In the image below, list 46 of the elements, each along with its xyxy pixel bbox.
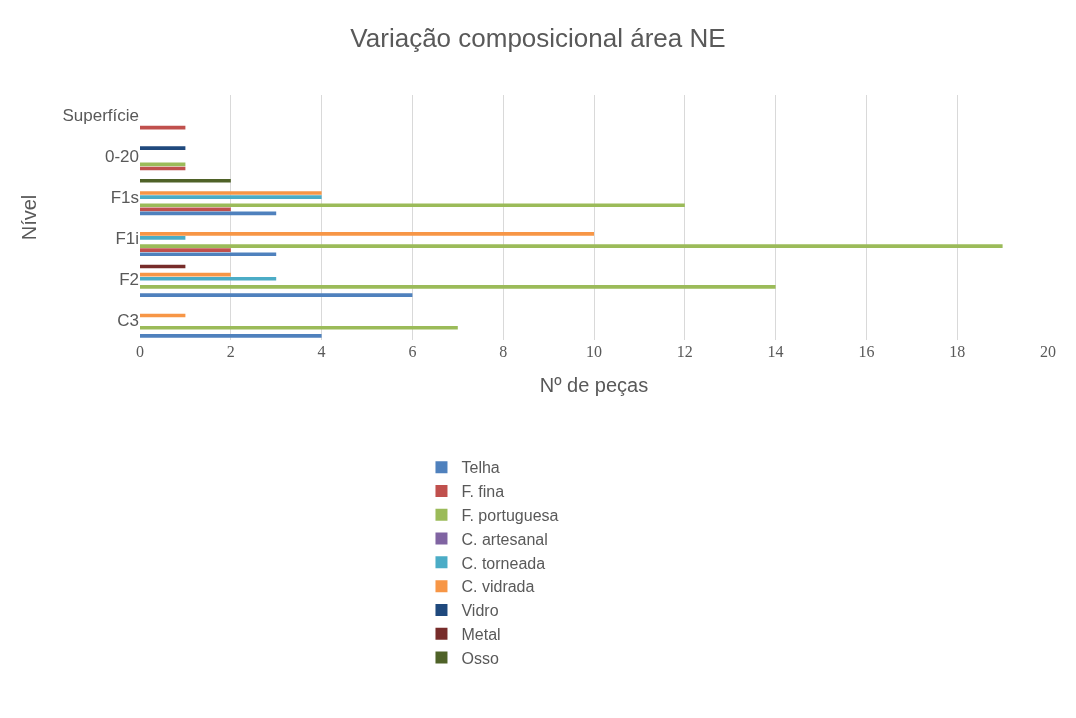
x-tick-label: 18 xyxy=(949,343,966,360)
bar xyxy=(140,178,231,183)
x-tick-label: 10 xyxy=(586,343,602,360)
legend-label: F. fina xyxy=(461,483,505,501)
bar xyxy=(140,285,776,289)
bar xyxy=(140,276,277,281)
x-tick-label: 6 xyxy=(408,343,417,360)
x-tick-label: 4 xyxy=(317,343,326,360)
bar xyxy=(140,248,231,252)
bar xyxy=(140,334,322,338)
x-tick-label: 14 xyxy=(767,343,784,360)
legend-label: C. vidrada xyxy=(461,578,535,596)
legend-label: F. portuguesa xyxy=(461,506,559,524)
bar xyxy=(140,293,413,297)
x-tick-label: 12 xyxy=(676,343,693,360)
y-tick-label: Superfície xyxy=(62,106,139,126)
bar xyxy=(140,232,594,236)
legend-label: C. torneada xyxy=(461,554,546,572)
bar xyxy=(140,125,186,130)
y-tick-label: F1i xyxy=(115,228,139,248)
bar xyxy=(140,236,186,240)
chart-title: Variação composicional área NE xyxy=(350,22,726,53)
bar xyxy=(140,272,231,277)
legend-label: C. artesanal xyxy=(461,530,548,548)
y-tick-label: 0-20 xyxy=(104,147,139,167)
x-tick-label: 0 xyxy=(136,343,144,360)
bar xyxy=(140,325,458,330)
legend-label: Telha xyxy=(461,459,500,477)
legend-label: Vidro xyxy=(461,602,499,620)
x-tick-label: 16 xyxy=(858,343,875,360)
bar xyxy=(140,146,186,150)
y-axis-title: Nível xyxy=(17,194,40,241)
legend-label: Osso xyxy=(461,649,499,667)
x-tick-label: 8 xyxy=(499,343,508,360)
legend-label: Metal xyxy=(461,625,501,643)
x-tick-label: 2 xyxy=(226,343,235,360)
bar xyxy=(140,203,685,208)
x-tick-label: 20 xyxy=(1040,343,1056,360)
bar xyxy=(140,191,322,195)
y-tick-label: F2 xyxy=(119,269,139,289)
y-tick-label: C3 xyxy=(117,310,139,330)
bar xyxy=(140,195,322,199)
y-tick-label: F1s xyxy=(110,188,139,208)
bar xyxy=(140,244,1003,248)
bar xyxy=(140,252,277,257)
x-axis-title: Nº de peças xyxy=(539,373,649,396)
